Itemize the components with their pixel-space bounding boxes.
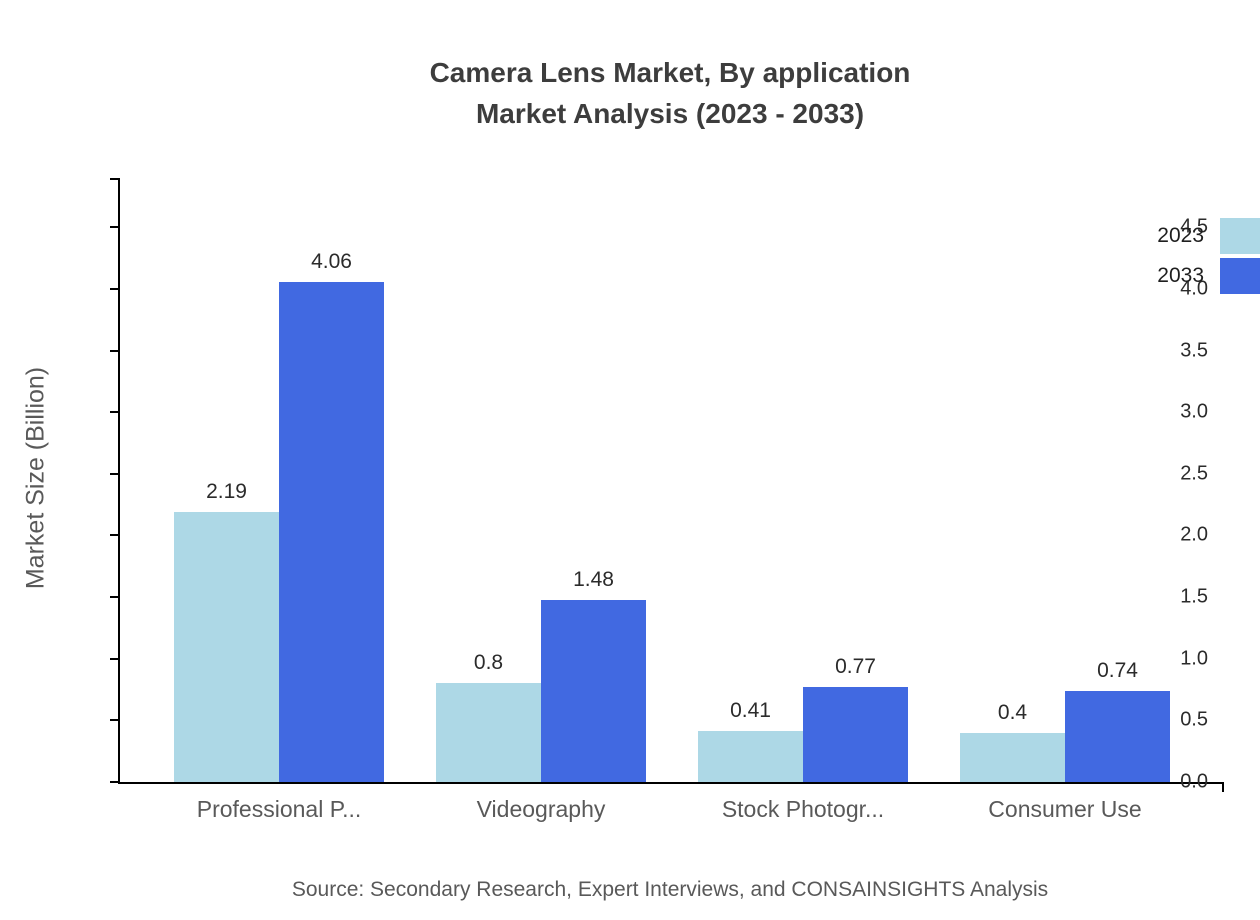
bar-group: 0.4 0.74 Consumer Use xyxy=(960,659,1170,822)
y-tick-mark xyxy=(110,719,118,722)
y-tick-mark xyxy=(110,472,118,475)
bar-groups: 2.19 4.06 Professional P... 0.8 1.48 Videogra… xyxy=(120,178,1224,822)
bar-2033: 0.77 xyxy=(803,655,908,782)
legend-swatch xyxy=(1220,218,1260,254)
bar-2033: 0.74 xyxy=(1065,659,1170,782)
y-tick-label: 2.0 xyxy=(1180,523,1208,546)
bar-2023: 0.4 xyxy=(960,701,1065,782)
y-tick-label: 1.5 xyxy=(1180,585,1208,608)
x-category-label: Stock Photogr... xyxy=(721,796,885,822)
source-note: Source: Secondary Research, Expert Inter… xyxy=(291,878,1049,901)
chart-title-line1: Camera Lens Market, By application xyxy=(429,57,911,88)
legend-item-2023: 2023 xyxy=(1157,218,1260,254)
chart-title-line2: Market Analysis (2023 - 2033) xyxy=(475,98,865,129)
bar-group: 2.19 4.06 Professional P... xyxy=(174,250,384,822)
legend-swatch xyxy=(1220,258,1260,294)
bar-value-label: 2.19 xyxy=(206,480,247,504)
bar-value-label: 0.8 xyxy=(473,651,504,675)
plot-area: 0.0 0.5 1.0 1.5 2.0 2.5 3.0 3.5 4.0 4.5 2.19 4.06 P… xyxy=(110,178,1224,822)
chart-title: Camera Lens Market, By application Marke… xyxy=(118,52,1222,134)
legend-label: 2023 xyxy=(1157,224,1204,247)
bar-group: 0.8 1.48 Videography xyxy=(436,568,646,822)
bar-group: 0.41 0.77 Stock Photogr... xyxy=(698,655,908,822)
legend-item-2033: 2033 xyxy=(1157,258,1260,294)
bar-value-label: 4.06 xyxy=(311,249,352,273)
y-tick-label: 0.5 xyxy=(1180,708,1208,731)
y-tick-mark xyxy=(110,226,118,229)
legend: 2023 2033 xyxy=(1157,218,1260,294)
y-tick-label: 4.5 xyxy=(1180,215,1208,238)
y-tick-label: 0.0 xyxy=(1180,770,1208,793)
y-tick-mark xyxy=(110,349,118,352)
x-axis-end-tick xyxy=(1222,784,1224,792)
x-category-label: Videography xyxy=(476,796,606,822)
y-tick-label: 2.5 xyxy=(1180,462,1208,485)
bar-value-label: 0.77 xyxy=(835,655,876,679)
y-tick-mark xyxy=(110,657,118,660)
bar-value-label: 0.41 xyxy=(730,699,771,723)
y-tick-label: 4.0 xyxy=(1180,277,1208,300)
y-tick-mark xyxy=(110,596,118,599)
bar-2033: 4.06 xyxy=(279,250,384,782)
y-tick-mark xyxy=(110,287,118,290)
y-tick-mark xyxy=(110,411,118,414)
y-tick-mark xyxy=(110,534,118,537)
y-axis-end-tick xyxy=(110,178,118,180)
x-category-label: Consumer Use xyxy=(988,796,1142,822)
y-tick-label: 3.0 xyxy=(1180,400,1208,423)
bar-value-label: 0.4 xyxy=(997,700,1028,724)
bar-value-label: 0.74 xyxy=(1097,658,1138,682)
y-axis-title: Market Size (Billion) xyxy=(21,366,50,590)
bar-value-label: 1.48 xyxy=(573,567,614,591)
bar-2023: 0.8 xyxy=(436,651,541,782)
y-tick-label: 3.5 xyxy=(1180,339,1208,362)
y-tick-label: 1.0 xyxy=(1180,647,1208,670)
bar-2033: 1.48 xyxy=(541,568,646,782)
x-category-label: Professional P... xyxy=(196,796,362,822)
bar-2023: 0.41 xyxy=(698,699,803,782)
bar-2023: 2.19 xyxy=(174,480,279,782)
legend-label: 2033 xyxy=(1157,264,1204,287)
y-tick-mark xyxy=(110,781,118,783)
